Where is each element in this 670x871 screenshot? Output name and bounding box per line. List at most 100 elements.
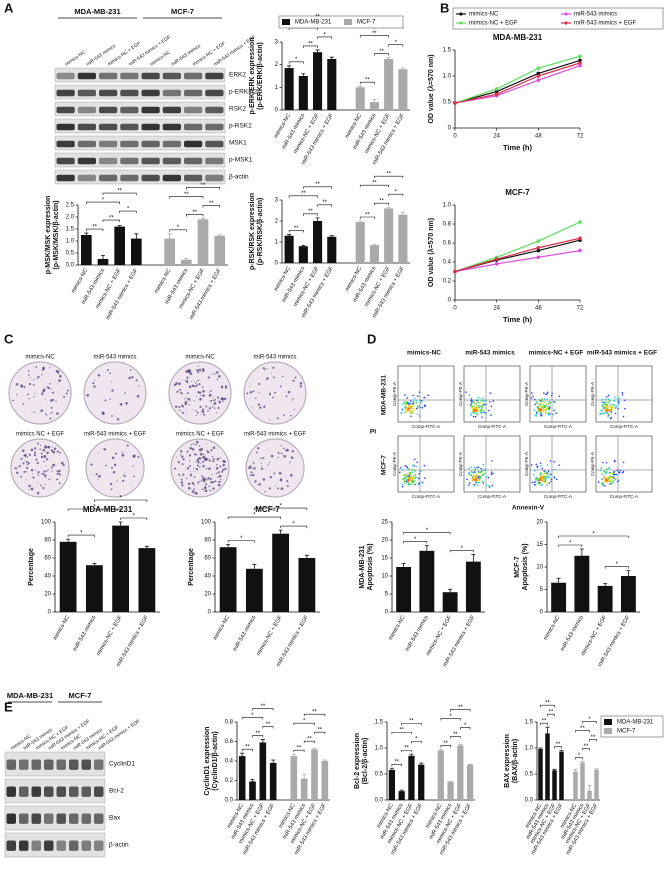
point <box>578 236 582 241</box>
flow-dot <box>601 404 604 407</box>
colony <box>206 443 208 445</box>
flow-dot <box>407 403 410 405</box>
flow-dot <box>603 476 605 478</box>
flow-dot <box>540 406 543 409</box>
flow-dot <box>541 467 543 470</box>
significance-bracket <box>450 736 461 739</box>
dish <box>83 361 147 425</box>
colony <box>86 393 90 397</box>
colony <box>200 371 202 373</box>
flow-dot <box>558 464 560 467</box>
colony <box>28 484 31 488</box>
flow-dot <box>472 480 475 482</box>
colony <box>138 385 140 387</box>
significance-label: ** <box>379 49 384 55</box>
colony <box>44 445 47 448</box>
blot-band <box>162 157 181 165</box>
blot-row-label: p-MSK1 <box>229 157 253 164</box>
point <box>536 248 541 253</box>
blot-band <box>99 140 118 148</box>
flow-dot <box>408 484 410 486</box>
significance-bracket <box>86 201 120 205</box>
flow-dot <box>542 407 544 409</box>
flow-dot <box>533 470 536 472</box>
colony <box>277 452 280 454</box>
flow-dot <box>534 403 537 406</box>
flow-dot <box>543 398 546 400</box>
flow-dot <box>469 403 472 406</box>
colony <box>180 478 183 481</box>
flow-dot <box>611 481 614 484</box>
colony <box>186 376 189 379</box>
colony <box>203 478 207 481</box>
point <box>536 255 541 260</box>
colony <box>184 402 187 406</box>
y-tick-label: 0.5 <box>443 100 452 106</box>
significance-label: ** <box>386 172 391 178</box>
colony <box>207 477 210 480</box>
flow-row-label: MDA-MB-231 <box>381 375 388 415</box>
flow-dot <box>410 415 412 418</box>
colony <box>35 458 38 461</box>
colony <box>50 406 53 409</box>
colony <box>29 454 31 456</box>
colony <box>16 471 19 475</box>
x-tick-label: mimics-NC + EGF <box>256 614 284 657</box>
colony <box>259 406 262 409</box>
colony <box>186 392 189 395</box>
blot-band <box>19 786 29 797</box>
flow-dot <box>540 472 542 474</box>
bar <box>418 764 425 800</box>
colony <box>130 484 132 486</box>
flow-dot <box>489 392 492 394</box>
flow-dot <box>470 412 472 414</box>
colony <box>209 477 212 481</box>
flow-dot <box>542 411 544 413</box>
colony <box>221 470 224 473</box>
flow-column-label: mimics-NC <box>407 350 441 357</box>
flow-x-channel: Comp-FITC-A <box>610 424 638 429</box>
flow-dot <box>548 482 551 485</box>
x-tick-label: 72 <box>577 306 584 312</box>
significance-bracket <box>317 204 333 207</box>
flow-dot <box>418 405 421 408</box>
flow-dot <box>548 407 551 410</box>
colony <box>203 413 206 416</box>
y-tick-label: 0.5 <box>66 251 75 257</box>
flow-dot <box>533 484 536 486</box>
y-tick-label: 20 <box>536 520 543 526</box>
colony <box>214 480 217 483</box>
colony <box>217 396 220 399</box>
flow-dot <box>405 408 408 410</box>
bar <box>290 756 298 800</box>
blot-row-label: RSK2 <box>229 106 246 113</box>
blot-band <box>81 813 91 824</box>
colony <box>135 379 138 382</box>
flow-dot <box>473 483 476 486</box>
colony <box>21 449 25 453</box>
colony <box>33 453 37 457</box>
flow-x-channel: Comp-FITC-A <box>478 494 506 499</box>
significance-label: * <box>240 536 243 542</box>
significance-bracket <box>374 175 404 179</box>
colony <box>212 487 215 490</box>
colony <box>208 394 212 397</box>
flow-dot <box>609 408 611 411</box>
colony <box>173 467 177 470</box>
series-line <box>454 55 581 104</box>
colony <box>206 450 208 452</box>
colony <box>222 468 225 471</box>
significance-bracket <box>227 516 281 520</box>
significance-label: ** <box>294 226 299 232</box>
y-tick-label: 0.0 <box>66 263 75 269</box>
colony <box>174 405 178 408</box>
colony <box>260 466 262 467</box>
bar <box>597 585 613 612</box>
error-bar <box>84 232 89 235</box>
blot-row-label: β-actin <box>109 842 129 849</box>
colony <box>44 483 46 485</box>
colony <box>269 476 273 479</box>
colony <box>219 480 222 483</box>
flow-dot <box>475 410 478 412</box>
flow-dot <box>473 407 475 409</box>
